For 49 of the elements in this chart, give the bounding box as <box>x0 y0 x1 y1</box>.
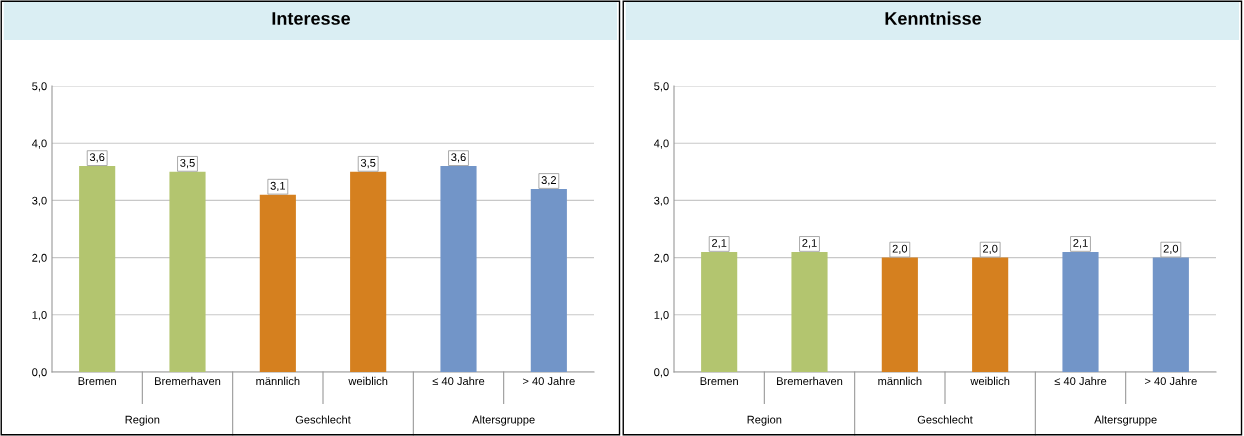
text: Region <box>747 415 782 426</box>
x-tick-label: weiblich <box>970 376 1010 386</box>
x-tick-label: männlich <box>256 376 300 386</box>
y-tick-label: 1,0 <box>654 311 669 321</box>
y-tick-label: 0,0 <box>654 368 669 378</box>
x-tick-label: Bremerhaven <box>155 376 221 386</box>
text: Region <box>125 415 160 426</box>
y-tick-label: 5,0 <box>654 82 669 92</box>
y-tick-label: 3,0 <box>32 196 47 206</box>
bar <box>169 171 206 372</box>
data-label: 3,1 <box>270 181 286 192</box>
x-tick-label: ≤ 40 Jahre <box>1054 376 1107 386</box>
y-tick-label: 2,0 <box>32 253 47 264</box>
text: Altersgruppe <box>1094 415 1157 426</box>
y-tick-label: 4,0 <box>31 139 47 149</box>
text: Altersgruppe <box>472 415 535 426</box>
data-label: 2,0 <box>892 244 908 254</box>
y-tick-label: 4,0 <box>653 139 669 149</box>
y-tick-label: 3,0 <box>654 196 669 206</box>
bar <box>259 194 296 372</box>
x-tick-label: männlich <box>878 376 922 386</box>
data-label: 3,5 <box>360 158 376 169</box>
y-tick-label: 0,0 <box>32 368 47 378</box>
x-tick-label: > 40 Jahre <box>522 376 575 386</box>
bar <box>350 171 387 372</box>
x-tick-label: weiblich <box>348 376 388 386</box>
y-tick-label: 1,0 <box>32 311 47 321</box>
text: Geschlecht <box>295 415 351 424</box>
data-label: 2,1 <box>802 239 817 249</box>
x-tick-label: Bremen <box>700 377 738 386</box>
chart-title: Kenntnisse <box>885 11 982 25</box>
x-tick-label: ≤ 40 Jahre <box>432 376 485 386</box>
x-tick-label: > 40 Jahre <box>1144 376 1197 386</box>
data-label: 2,0 <box>983 244 998 254</box>
data-label: 3,2 <box>541 176 556 186</box>
bar <box>440 166 477 372</box>
chart-title: Interesse <box>272 12 351 25</box>
y-tick-label: 5,0 <box>32 82 47 92</box>
data-label: 3,6 <box>89 153 105 163</box>
data-label: 2,1 <box>712 239 727 249</box>
bar <box>79 166 116 372</box>
data-label: 2,0 <box>1163 244 1179 254</box>
data-label: 3,6 <box>451 153 466 163</box>
x-tick-label: Bremerhaven <box>777 376 843 386</box>
data-label: 2,1 <box>1073 239 1088 249</box>
y-tick-label: 2,0 <box>654 253 669 264</box>
text: Geschlecht <box>917 415 973 424</box>
data-label: 3,5 <box>180 158 195 169</box>
x-tick-label: Bremen <box>78 377 116 386</box>
